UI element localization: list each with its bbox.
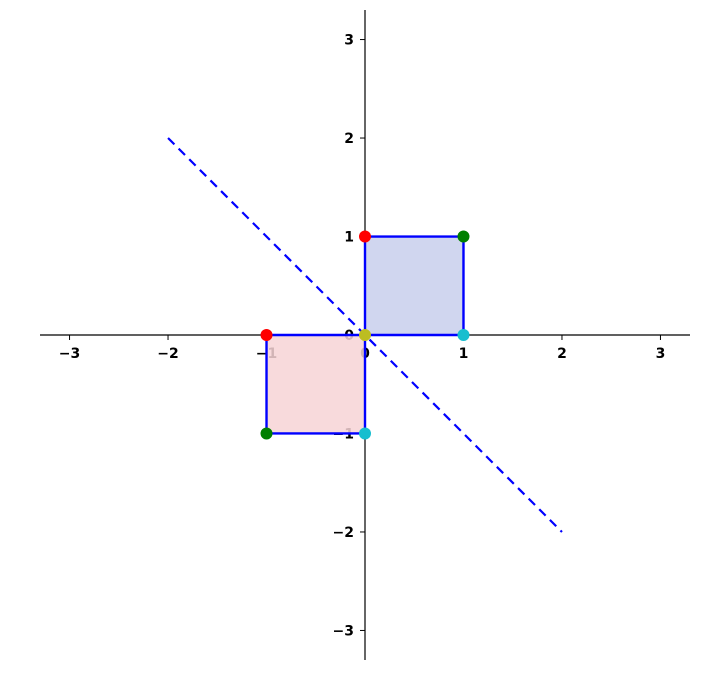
x-tick-label: 2 xyxy=(557,346,567,362)
vertex-point-2 xyxy=(457,231,469,243)
y-tick-label: 1 xyxy=(344,230,354,246)
x-tick-label: 3 xyxy=(656,346,666,362)
y-tick-label: 2 xyxy=(344,131,354,147)
x-tick-label: 1 xyxy=(459,346,469,362)
vertex-point-1 xyxy=(457,329,469,341)
vertex-point-3 xyxy=(359,231,371,243)
vertex-point-6 xyxy=(261,329,273,341)
y-tick-label: 3 xyxy=(344,33,354,49)
y-tick-label: −3 xyxy=(333,623,354,639)
x-tick-label: −3 xyxy=(59,346,80,362)
unit-square-0 xyxy=(365,237,463,335)
x-tick-label: −2 xyxy=(157,346,178,362)
vertex-point-0 xyxy=(359,329,371,341)
vertex-point-5 xyxy=(261,427,273,439)
vertex-point-4 xyxy=(359,427,371,439)
y-tick-label: −2 xyxy=(333,525,354,541)
coordinate-plot: −3−2−10123−3−2−10123 xyxy=(0,0,702,700)
unit-square-1 xyxy=(267,335,365,433)
